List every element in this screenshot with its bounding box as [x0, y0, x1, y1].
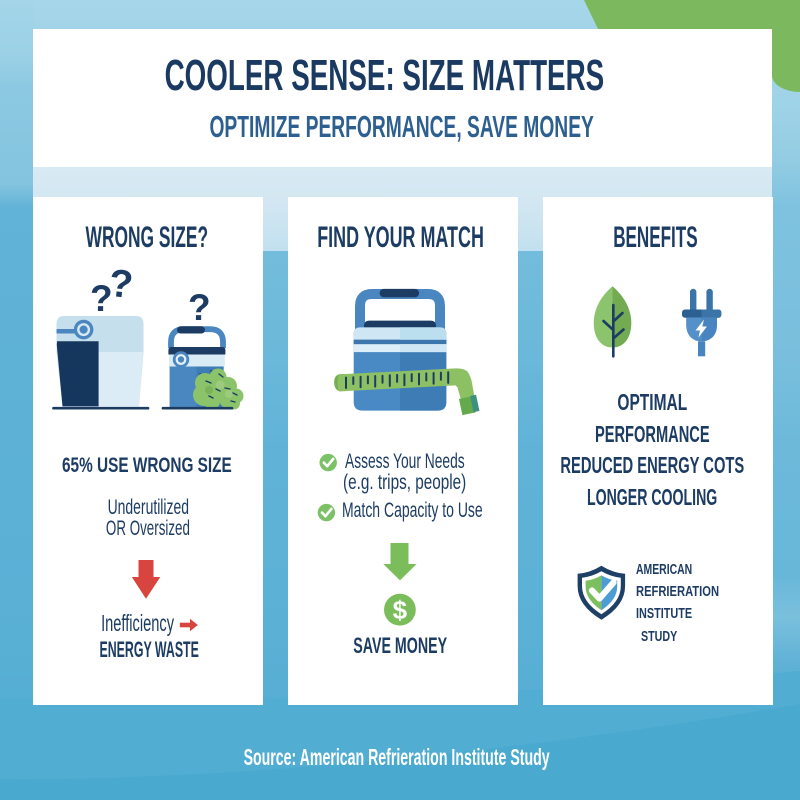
svg-text:$: $: [393, 595, 408, 625]
